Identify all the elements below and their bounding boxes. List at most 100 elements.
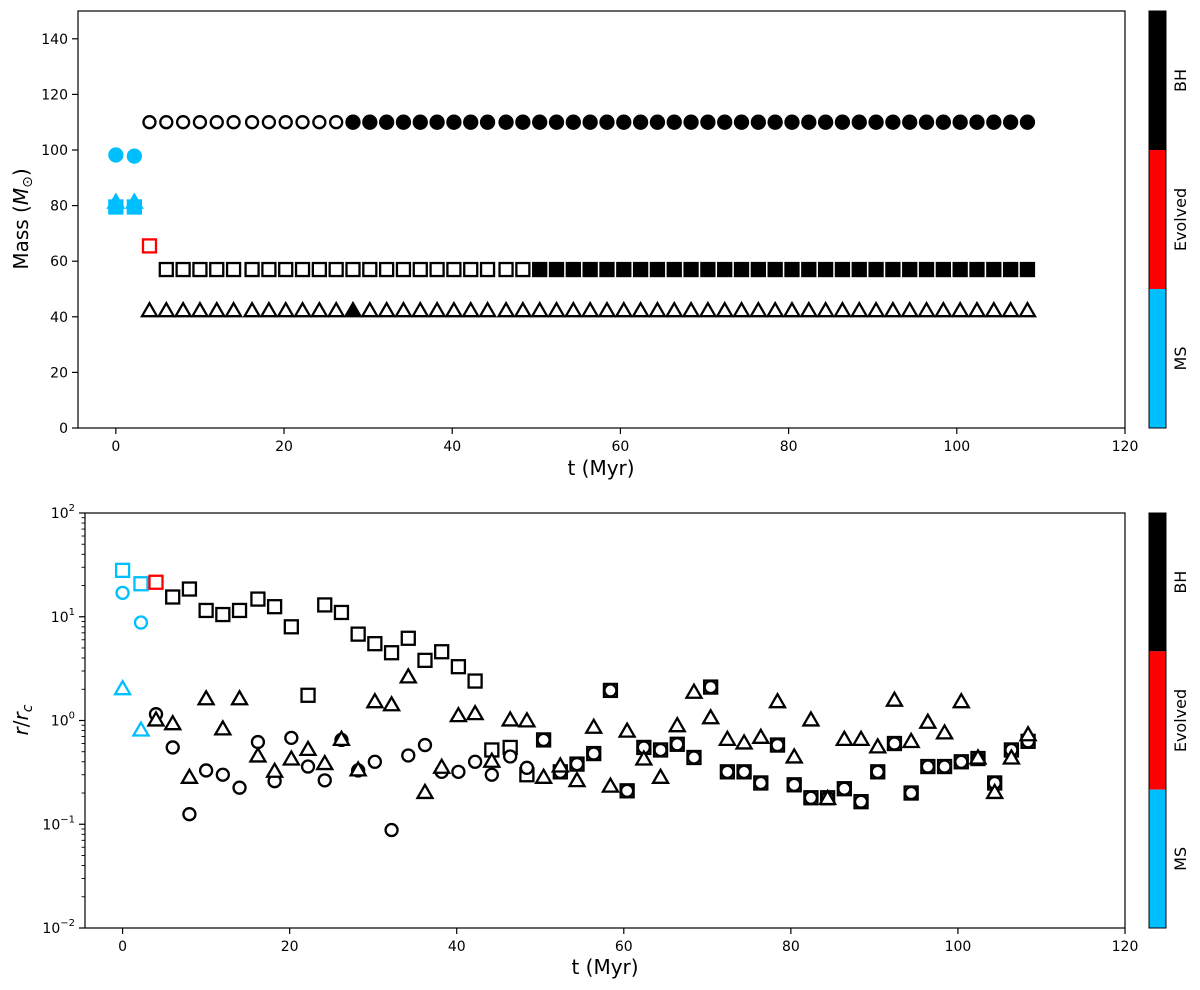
radius-square-marker <box>434 644 450 660</box>
mass-circle-marker <box>175 115 191 130</box>
radius-circle-marker <box>837 781 852 796</box>
radius-circle-marker <box>165 740 180 755</box>
radius-triangle-marker <box>517 711 537 728</box>
radius-circle-marker <box>300 759 316 774</box>
mass-triangle-marker <box>1001 300 1021 318</box>
mass-square-marker <box>935 261 952 278</box>
x-tick-label: 120 <box>1112 439 1139 455</box>
radius-circle-marker <box>484 767 499 782</box>
mass-markers <box>106 114 1037 318</box>
mass-square-marker <box>700 261 716 278</box>
radius-square-marker <box>383 645 400 661</box>
radius-triangle-marker <box>651 767 671 784</box>
radius-circle-marker <box>920 759 936 774</box>
x-tick-label: 80 <box>780 439 798 455</box>
radius-circle-marker <box>686 750 702 765</box>
mass-circle-marker <box>784 114 800 130</box>
mass-square-marker <box>851 261 867 278</box>
mass-triangle-marker <box>1017 300 1037 318</box>
radius-triangle-marker <box>584 717 604 734</box>
radius-triangle-marker <box>500 710 520 727</box>
mass-circle-marker <box>479 114 496 130</box>
radius-circle-marker <box>384 822 399 838</box>
radius-plot-frame <box>84 512 1126 929</box>
radius-triangle-marker <box>1018 724 1038 742</box>
radius-square-marker <box>114 562 131 579</box>
mass-triangle-marker <box>360 300 380 318</box>
radius-triangle-marker <box>684 682 704 699</box>
mass-square-marker <box>986 261 1002 278</box>
mass-panel: 0 20 40 60 80 100 120 0 20 40 60 80 100 120 140 t (My… <box>9 10 1190 480</box>
mass-triangle-marker <box>259 300 279 318</box>
mass-circle-marker <box>1002 114 1019 130</box>
mass-triangle-marker <box>106 192 126 209</box>
mass-triangle-marker <box>967 300 987 318</box>
radius-triangle-marker <box>567 770 587 788</box>
mass-triangle-marker <box>782 300 802 318</box>
radius-square-marker <box>367 636 383 652</box>
x-tick-label: 100 <box>945 939 972 955</box>
mass-triangle-marker <box>883 300 903 318</box>
radius-triangle-marker <box>617 721 637 738</box>
mass-circle-marker <box>717 114 733 130</box>
mass-square-marker <box>582 261 598 278</box>
radius-circle-marker <box>670 737 685 752</box>
colorbar-label-ms: MS <box>1171 347 1190 371</box>
radius-triangle-marker <box>331 729 351 747</box>
mass-triangle-marker <box>427 300 447 318</box>
mass-triangle-marker <box>950 300 970 318</box>
radius-circle-marker <box>803 790 819 805</box>
radius-circle-marker <box>215 767 230 782</box>
colorbar-segment-bh <box>1149 11 1166 150</box>
radius-triangle-marker <box>701 707 721 725</box>
mass-circle-marker <box>834 114 851 130</box>
radius-circle-marker <box>736 764 752 779</box>
radius-circle-marker <box>182 807 197 822</box>
x-tick-label: 0 <box>118 939 127 955</box>
radius-triangle-marker <box>600 776 620 793</box>
mass-triangle-marker <box>765 300 785 318</box>
radius-circle-marker <box>586 746 601 761</box>
x-tick-label: 80 <box>782 939 800 955</box>
mass-circle-marker <box>851 114 867 130</box>
mass-square-marker <box>328 261 344 278</box>
radius-circle-marker <box>720 764 735 779</box>
mass-square-marker <box>294 261 311 278</box>
radius-colorbar: BH Evolved MS <box>1148 512 1190 929</box>
radius-y-axis: 10−2 10−1 100 101 102 <box>42 503 85 937</box>
mass-triangle-marker <box>343 300 363 318</box>
mass-circle-marker <box>582 114 598 130</box>
mass-triangle-marker <box>478 300 498 318</box>
x-tick-label: 0 <box>111 439 120 455</box>
radius-square-marker <box>231 602 248 619</box>
radius-triangle-marker <box>951 691 971 709</box>
mass-triangle-marker <box>309 300 329 318</box>
radius-square-marker <box>148 574 164 590</box>
radius-square-marker <box>266 599 283 615</box>
mass-circle-marker <box>278 115 293 130</box>
mass-triangle-marker <box>156 300 176 318</box>
mass-circle-marker <box>159 115 174 130</box>
radius-triangle-marker <box>415 782 435 800</box>
mass-square-marker <box>175 261 191 278</box>
x-tick-label: 40 <box>443 439 461 455</box>
mass-square-marker <box>345 261 361 278</box>
radius-triangle-marker <box>482 751 502 768</box>
radius-triangle-marker <box>985 782 1005 800</box>
mass-circle-marker <box>666 114 682 130</box>
radius-circle-marker <box>451 764 466 779</box>
mass-circle-marker <box>733 114 750 130</box>
mass-square-marker <box>278 261 294 278</box>
mass-square-marker <box>412 261 428 278</box>
radius-triangle-marker <box>818 788 838 806</box>
x-tick-label: 20 <box>275 439 293 455</box>
mass-square-marker <box>225 261 242 278</box>
mass-circle-marker <box>463 114 479 130</box>
colorbar-label-bh: BH <box>1171 571 1190 594</box>
mass-square-marker <box>599 261 615 278</box>
mass-triangle-marker <box>664 300 684 318</box>
mass-circle-marker <box>446 114 462 130</box>
mass-triangle-marker <box>513 300 533 318</box>
mass-triangle-marker <box>647 300 667 318</box>
colorbar-frame <box>1148 512 1167 929</box>
